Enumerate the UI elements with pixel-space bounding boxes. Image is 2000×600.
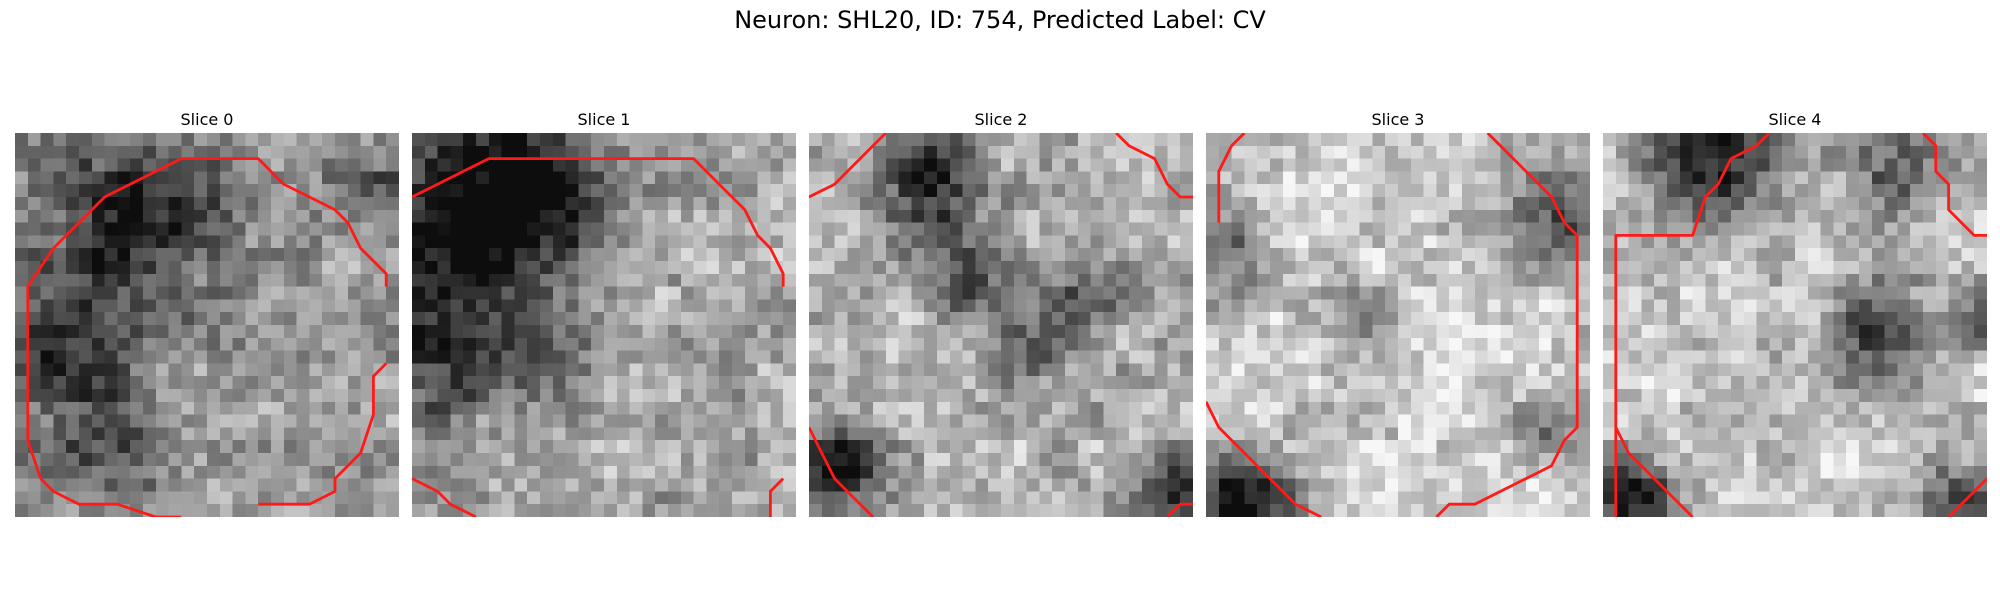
grayscale-slice-image <box>1603 133 1987 517</box>
slice-title: Slice 1 <box>577 110 631 129</box>
contour-line <box>1115 133 1193 199</box>
contour-line <box>809 133 887 199</box>
grayscale-slice-image <box>809 133 1193 517</box>
contour-line <box>1217 133 1246 223</box>
contour-line <box>1435 133 1579 517</box>
contour-line <box>1614 426 1694 517</box>
contour-line <box>1614 133 1771 517</box>
grayscale-slice-image <box>15 133 399 517</box>
contour-line <box>809 426 874 517</box>
grayscale-slice-image <box>412 133 796 517</box>
contour-line <box>412 157 785 287</box>
contour-line <box>26 157 388 480</box>
slice-title: Slice 4 <box>1768 110 1822 129</box>
contour-line <box>768 477 785 517</box>
contour-line <box>1922 133 1987 237</box>
grayscale-slice-image <box>1206 133 1590 517</box>
contour-line <box>258 362 388 506</box>
figure-title: Neuron: SHL20, ID: 754, Predicted Label:… <box>734 6 1266 34</box>
contour-line <box>39 477 182 517</box>
contour-line <box>1206 401 1322 517</box>
slice-title: Slice 0 <box>180 110 234 129</box>
contour-line <box>1166 502 1193 517</box>
contour-line <box>1947 477 1987 517</box>
slice-title: Slice 2 <box>974 110 1028 129</box>
contour-line <box>412 477 477 517</box>
slice-title: Slice 3 <box>1371 110 1425 129</box>
